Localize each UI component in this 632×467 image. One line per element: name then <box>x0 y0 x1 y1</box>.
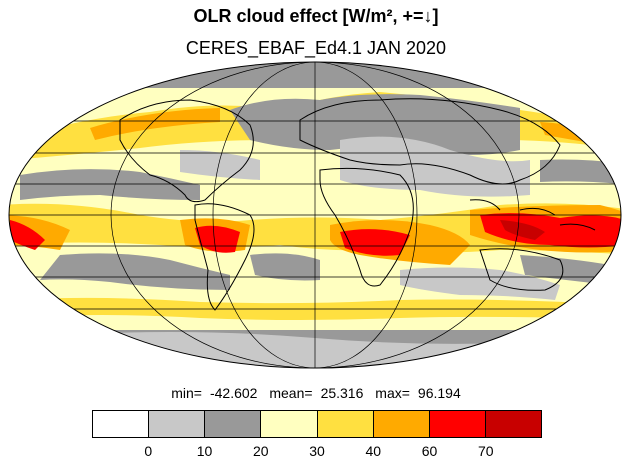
colorbar-box <box>93 411 150 437</box>
maritime-continent-darkred <box>500 220 545 240</box>
eurasia-gray <box>230 94 520 155</box>
map-subtitle: CERES_EBAF_Ed4.1 JAN 2020 <box>185 38 447 58</box>
colorbar-box <box>317 411 374 437</box>
n-america-lightgray <box>180 150 260 180</box>
colorbar-box <box>429 411 486 437</box>
statistics-line: min= -42.602 mean= 25.316 max= 96.194 <box>0 385 632 401</box>
coastlines <box>119 98 596 311</box>
world-map <box>8 61 622 369</box>
colorbar-box <box>261 411 318 437</box>
colorbar-tick-label: 30 <box>309 443 325 459</box>
colorbar-ticks: 0 10 20 30 40 60 70 <box>0 443 632 463</box>
africa-red <box>340 229 410 256</box>
sahara-lightgray <box>340 136 530 197</box>
colorbar-box <box>373 411 430 437</box>
s-atlantic-gray <box>250 253 320 281</box>
min-value: -42.602 <box>209 385 258 401</box>
colorbar-box <box>485 411 541 437</box>
globe-border <box>8 61 622 369</box>
colorbar-tick-label: 20 <box>252 443 269 459</box>
max-label: max= <box>375 385 410 401</box>
arctic-band <box>9 62 621 88</box>
colorbar <box>92 410 542 438</box>
graticule <box>9 62 621 368</box>
n-pacific-orange <box>90 108 220 140</box>
s-indian-lightgray <box>400 267 560 300</box>
colorbar-tick-label: 60 <box>421 443 438 459</box>
mean-value: 25.316 <box>320 385 364 401</box>
w-pacific-gray <box>540 159 621 185</box>
colorbar-tick-label: 0 <box>144 443 153 459</box>
map-title: OLR cloud effect [W/m², +=↓] <box>193 6 439 26</box>
colorbar-box <box>205 411 262 437</box>
colorbar-box <box>149 411 206 437</box>
min-label: min= <box>171 385 202 401</box>
antarctica-region <box>9 331 621 368</box>
s-pacific-gray <box>40 253 230 290</box>
mean-label: mean= <box>269 385 313 401</box>
colorbar-tick-label: 40 <box>365 443 382 459</box>
max-value: 96.194 <box>417 385 461 401</box>
australia-gray <box>520 255 610 285</box>
colorbar-tick-label: 70 <box>477 443 494 459</box>
colorbar-tick-label: 10 <box>196 443 213 459</box>
e-pacific-red <box>10 220 45 250</box>
